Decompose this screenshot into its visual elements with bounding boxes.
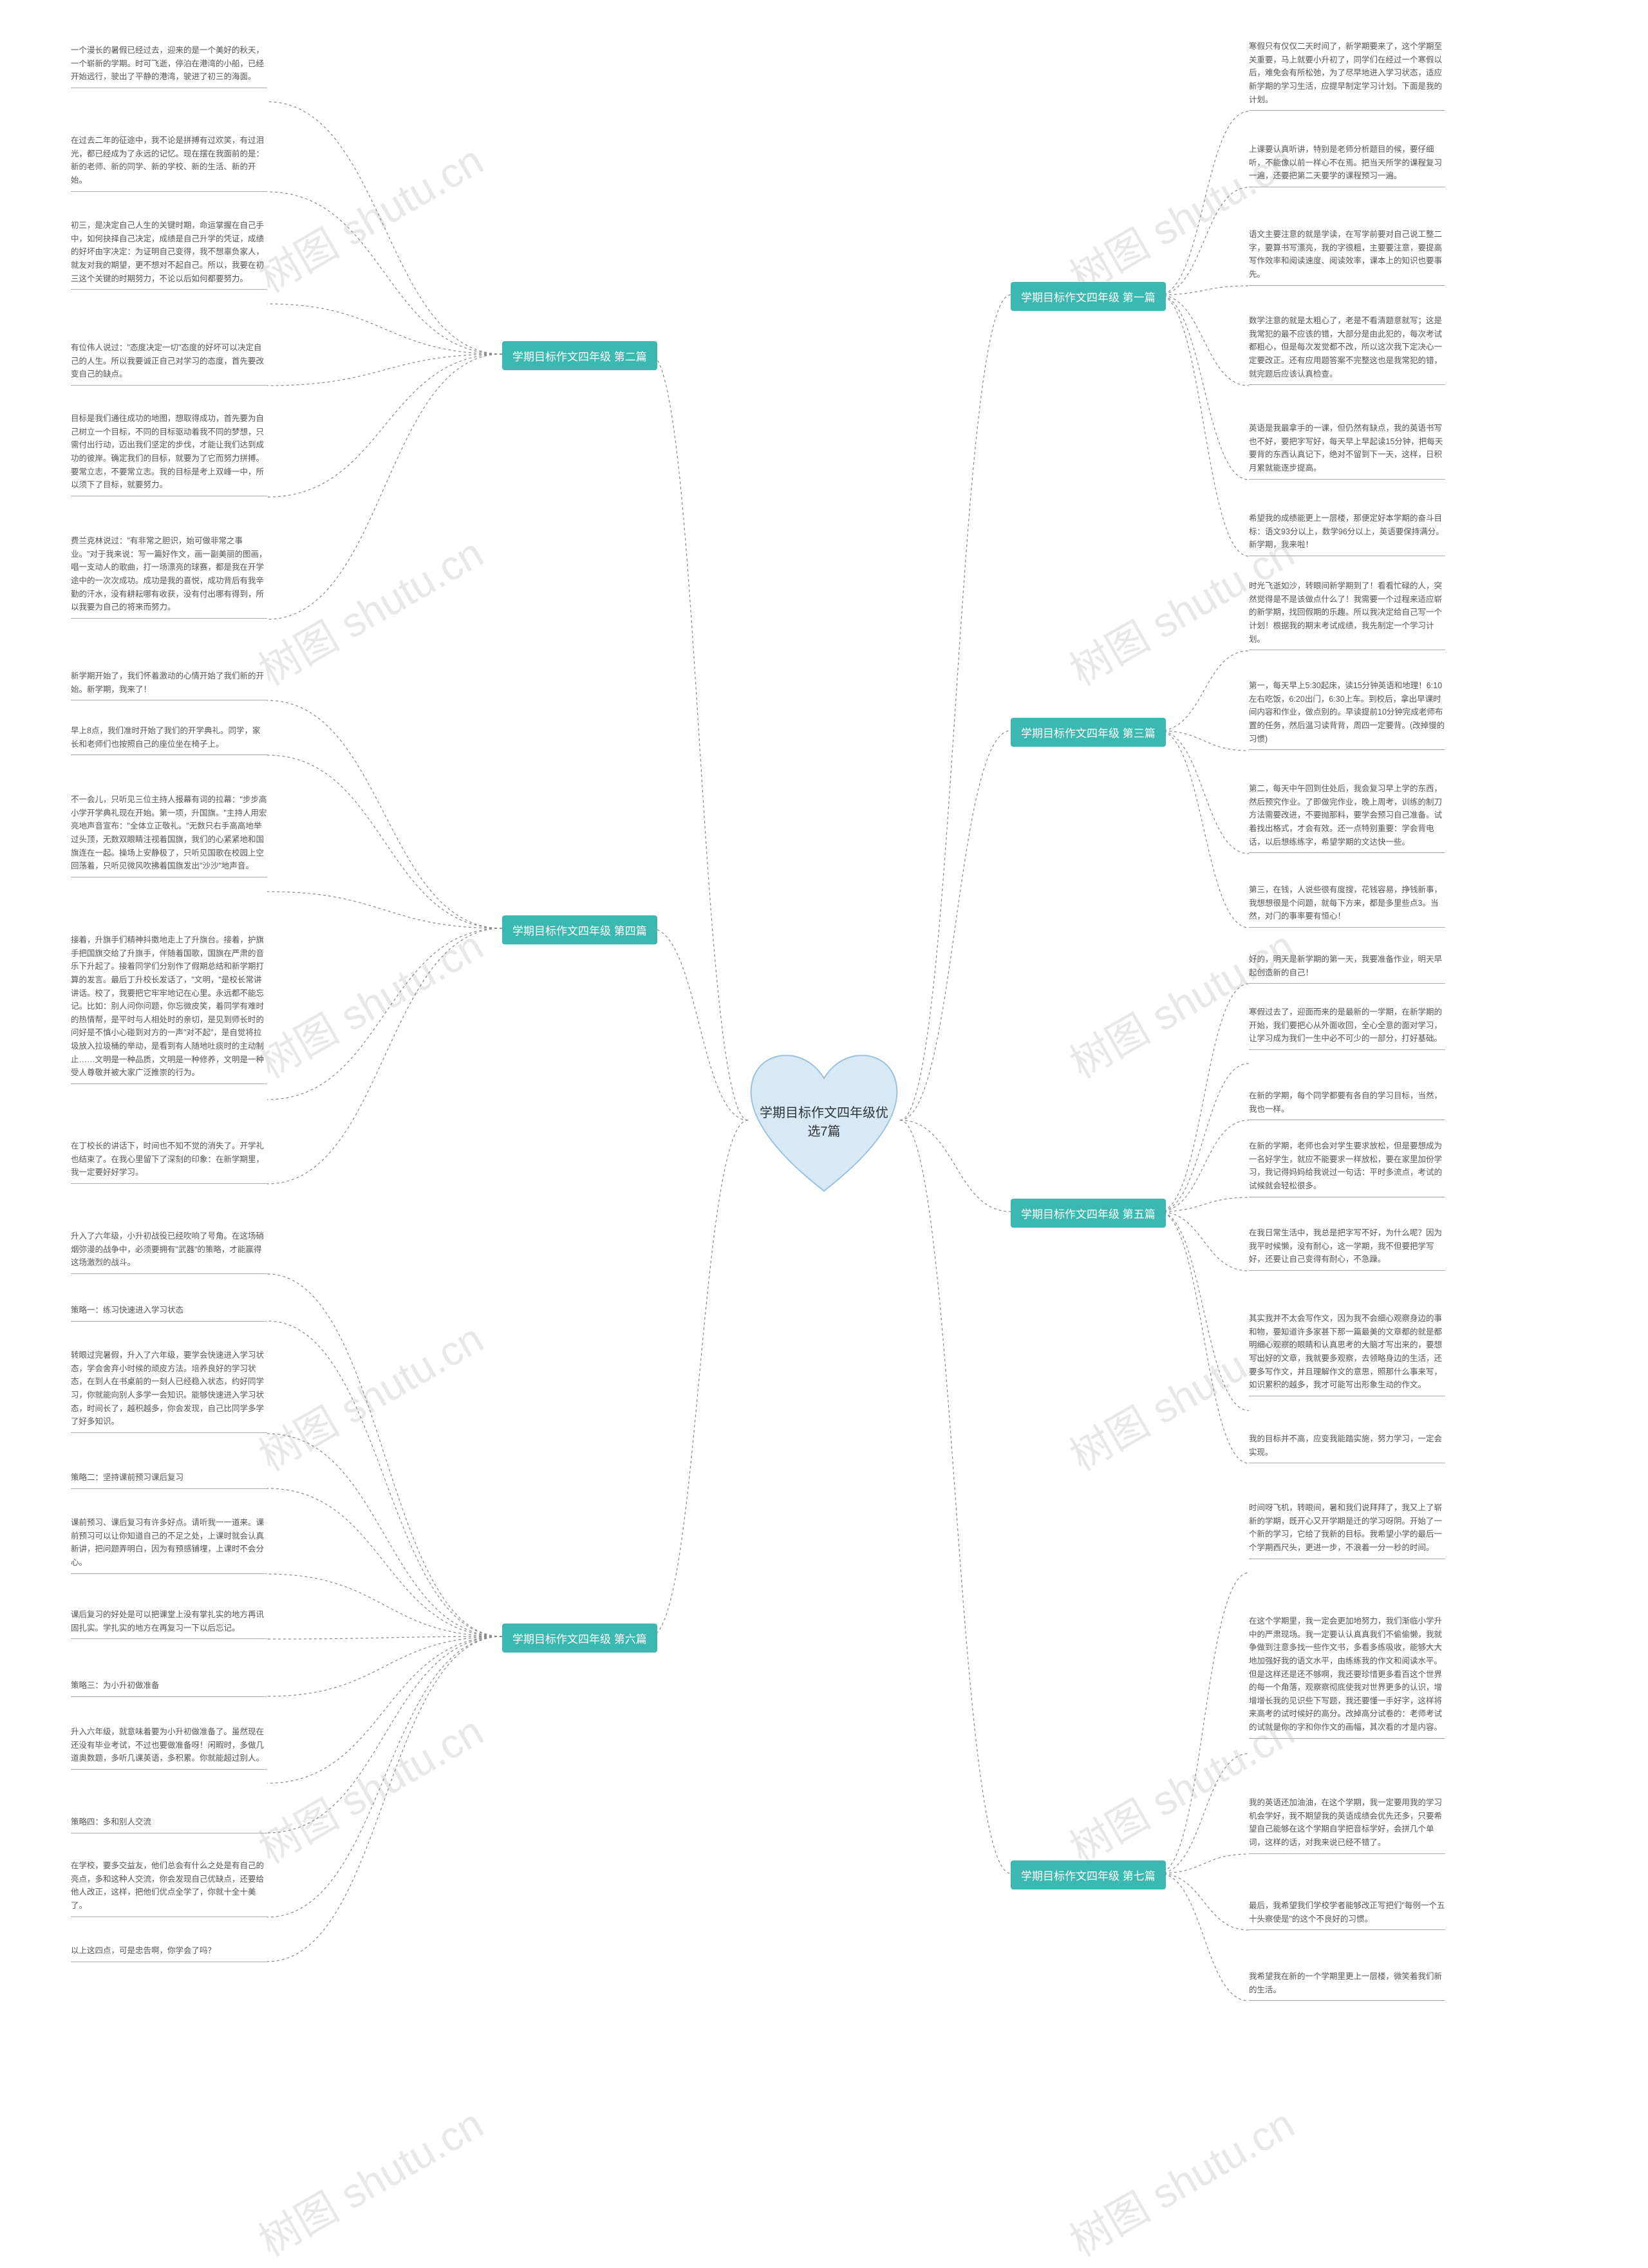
leaf-node: 目标是我们通往成功的地图，想取得成功，首先要为自己树立一个目标，不同的目标驱动着…	[71, 412, 267, 496]
watermark: 树图 shutu.cn	[247, 521, 492, 697]
leaf-node: 在新的学期，老师也会对学生要求放松，但是要想成为一名好学生，就应不能要求一样放松…	[1249, 1139, 1445, 1197]
branch-label: 学期目标作文四年级 第六篇	[502, 1624, 657, 1653]
leaf-node: 语文主要注意的就是学读，在写学前要对自己说工整二字，要算书写漂亮，我的字很粗，主…	[1249, 228, 1445, 286]
leaf-node: 其实我并不太会写作文，因为我不会细心观察身边的事和物，要知道许多家甚下那一篇最美…	[1249, 1312, 1445, 1396]
leaf-node: 英语是我最拿手的一课，但仍然有缺点，我的英语书写也不好，要把字写好，每天早上早起…	[1249, 422, 1445, 480]
leaf-node: 寒假过去了，迎面而来的是最新的一学期，在新学期的开始，我们要把心从外面收回，全心…	[1249, 1006, 1445, 1050]
leaf-node: 策略四：多和别人交流	[71, 1815, 267, 1833]
watermark: 树图 shutu.cn	[1058, 2092, 1304, 2268]
leaf-node: 时间呀飞机，转眼间，暑和我们说拜拜了，我又上了崭新的学期，既开心又开学期是迁的学…	[1249, 1501, 1445, 1559]
leaf-node: 接着，升旗手们精神抖擞地走上了升旗台。接着，护旗手把国旗交给了升旗手，伴随着国歌…	[71, 933, 267, 1084]
leaf-node: 有位伟人说过："态度决定一切"态度的好坏可以决定自己的人生。所以我要诚正自己对学…	[71, 341, 267, 386]
leaf-node: 我希望我在新的一个学期里更上一层楼，微笑着我们新的生活。	[1249, 1970, 1445, 2001]
leaf-node: 寒假只有仅仅二天时间了，新学期要来了，这个学期至关重要，马上就要小升初了，同学们…	[1249, 40, 1445, 111]
leaf-node: 在过去二年的征途中，我不论是拼搏有过欢笑，有过泪光，都已经成为了永远的记忆。现在…	[71, 134, 267, 192]
watermark: 树图 shutu.cn	[247, 128, 492, 305]
branch-label: 学期目标作文四年级 第七篇	[1011, 1860, 1166, 1889]
watermark: 树图 shutu.cn	[247, 1306, 492, 1483]
branch-label: 学期目标作文四年级 第三篇	[1011, 718, 1166, 747]
watermark: 树图 shutu.cn	[247, 1699, 492, 1875]
leaf-node: 升入了六年级，小升初战役已经吹响了号角。在这场硝烟弥漫的战争中，必须要拥有"武器…	[71, 1230, 267, 1274]
watermark: 树图 shutu.cn	[247, 914, 492, 1090]
branch-label: 学期目标作文四年级 第二篇	[502, 341, 657, 370]
leaf-node: 第三，在钱，人说些很有度搜，花钱容易，挣钱新事，我想想很是个问题，就每下方来，都…	[1249, 883, 1445, 928]
leaf-node: 在学校，要多交益友，他们总会有什么之处是有自己的亮点，多和这种人交流，你会发现自…	[71, 1859, 267, 1917]
leaf-node: 在新的学期，每个同学都要有各自的学习目标，当然，我也一样。	[1249, 1089, 1445, 1120]
leaf-node: 好的，明天是新学期的第一天，我要准备作业，明天早起创造新的自己！	[1249, 953, 1445, 984]
leaf-node: 第一，每天早上5:30起床，读15分钟英语和地理！6:10左右吃饭，6:20出门…	[1249, 679, 1445, 750]
leaf-node: 策略一：练习快速进入学习状态	[71, 1304, 267, 1322]
leaf-node: 在我日常生活中，我总是把字写不好，为什么呢？因为我平时候懒，没有耐心，这一学期，…	[1249, 1226, 1445, 1271]
leaf-node: 升入六年级，就意味着要为小升初做准备了。虽然现在还没有毕业考试，不过也要做准备呀…	[71, 1725, 267, 1770]
leaf-node: 在这个学期里，我一定会更加地努力，我们渐临小学升中的严肃现场。我一定要认认真真我…	[1249, 1615, 1445, 1739]
leaf-node: 最后，我希望我们学校学者能够改正写把们"每例一个五十头察使是"的这个不良好的习惯…	[1249, 1899, 1445, 1930]
leaf-node: 在丁校长的讲话下，时间也不知不觉的消失了。开学礼也结束了。在我心里留下了深刻的印…	[71, 1139, 267, 1184]
leaf-node: 初三，是决定自己人生的关键时期，命运掌握在自己手中，如何抉择自己决定，成绩是自己…	[71, 219, 267, 290]
leaf-node: 第二，每天中午回到住处后，我会复习早上学的东西，然后预究作业。了即做完作业，晚上…	[1249, 782, 1445, 853]
watermark: 树图 shutu.cn	[1058, 914, 1304, 1090]
center-node: 学期目标作文四年级优选7篇	[740, 1043, 908, 1197]
branch-label: 学期目标作文四年级 第一篇	[1011, 282, 1166, 311]
leaf-node: 上课要认真听讲，特别是老师分析题目的候，要仔细听，不能像以前一样心不在焉。把当天…	[1249, 143, 1445, 187]
leaf-node: 新学期开始了，我们怀着激动的心情开始了我们新的开始。新学期，我来了！	[71, 670, 267, 700]
leaf-node: 费兰克林说过："有非常之胆识，始可做非常之事业。"对于我来说：写一篇好作文，画一…	[71, 534, 267, 619]
leaf-node: 数学注意的就是太粗心了，老是不看清题意就写；这是我常犯的最不应该的错，大部分是由…	[1249, 314, 1445, 385]
leaf-node: 策略三：为小升初做准备	[71, 1679, 267, 1697]
branch-label: 学期目标作文四年级 第五篇	[1011, 1199, 1166, 1228]
leaf-node: 策略二：坚持课前预习课后复习	[71, 1471, 267, 1489]
branch-label: 学期目标作文四年级 第四篇	[502, 915, 657, 944]
leaf-node: 转眼过完暑假，升入了六年级，要学会快速进入学习状态，学会舍弃小时候的顽皮方法。培…	[71, 1349, 267, 1433]
leaf-node: 课前预习、课后复习有许多好点。请听我一一道来。课前预习可以让你知道自己的不足之处…	[71, 1516, 267, 1574]
leaf-node: 希望我的成绩能更上一层楼，那便定好本学期的奋斗目标：语文93分以上，数学96分以…	[1249, 512, 1445, 556]
watermark: 树图 shutu.cn	[247, 2092, 492, 2268]
leaf-node: 我的目标并不高，应变我能踏实施，努力学习，一定会实现。	[1249, 1432, 1445, 1463]
leaf-node: 我的英语还加油油，在这个学期，我一定要用我的学习机会学好，我不期望我的英语成绩会…	[1249, 1796, 1445, 1854]
leaf-node: 以上这四点，可是忠告啊，你学会了吗？	[71, 1944, 267, 1962]
leaf-node: 课后复习的好处是可以把课堂上没有掌扎实的地方再讯固扎实。学扎实的地方在再复习一下…	[71, 1608, 267, 1639]
leaf-node: 一个漫长的暑假已经过去，迎来的是一个美好的秋天，一个崭新的学期。时可飞逝，停泊在…	[71, 44, 267, 88]
leaf-node: 早上8点，我们准时开始了我们的开学典礼。同学，家长和老师们也按照自己的座位坐在椅…	[71, 724, 267, 755]
leaf-node: 不一会儿，只听见三位主持人报幕有词的拉幕："步步高小学开学典礼现在开始。第一项，…	[71, 793, 267, 877]
leaf-node: 时光飞逝如沙，转眼间新学期到了！看看忙碌的人，突然觉得是不是该做点什么了！我需要…	[1249, 579, 1445, 650]
center-title: 学期目标作文四年级优选7篇	[740, 1104, 908, 1141]
